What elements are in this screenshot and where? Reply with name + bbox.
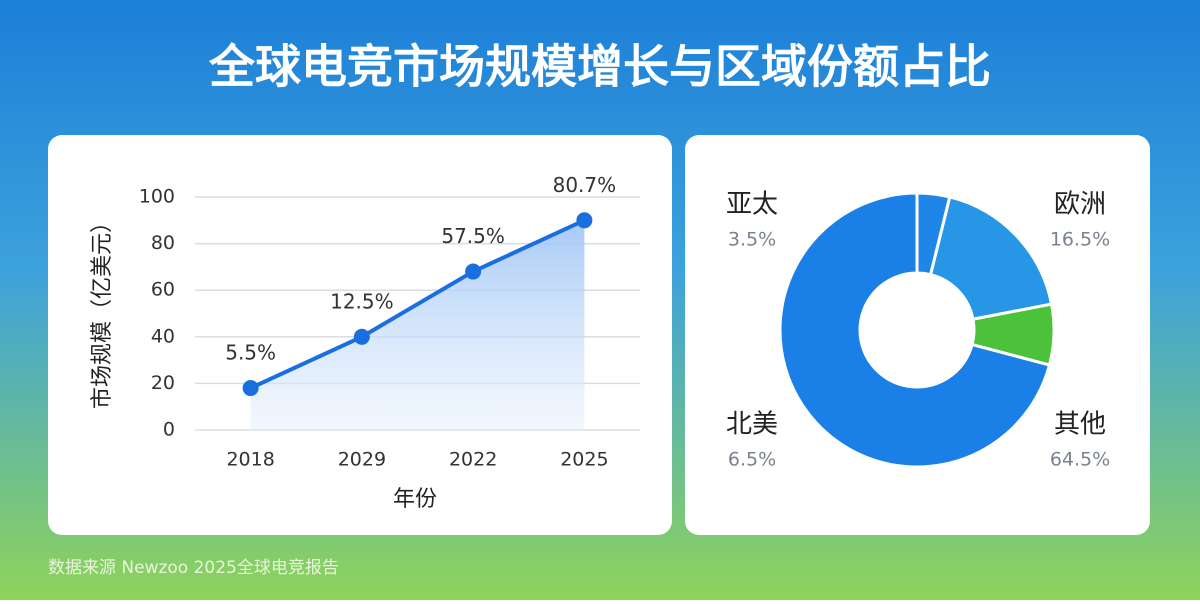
- region-value: 3.5%: [728, 229, 776, 251]
- point-label: 80.7%: [553, 173, 617, 197]
- region-label: 欧洲: [1054, 190, 1106, 220]
- y-axis-label: 市场规模（亿美元）: [90, 211, 115, 409]
- x-tick-label: 2029: [338, 449, 386, 471]
- point-label: 57.5%: [441, 224, 505, 248]
- region-label: 北美: [726, 410, 778, 440]
- donut-slice: [928, 195, 1054, 321]
- region-label: 其他: [1054, 410, 1106, 440]
- point: [465, 263, 482, 280]
- x-tick-label: 2018: [226, 449, 274, 471]
- y-tick-label: 80: [151, 232, 175, 254]
- donut-slice: [778, 191, 1052, 469]
- source-note: 数据来源 Newzoo 2025全球电竞报告: [48, 558, 339, 578]
- point: [353, 328, 370, 345]
- point: [576, 212, 593, 229]
- y-tick-label: 60: [151, 279, 175, 301]
- y-tick-label: 0: [163, 419, 175, 441]
- y-tick-label: 20: [151, 372, 175, 394]
- point-label: 5.5%: [225, 341, 276, 365]
- page-title: 全球电竞市场规模增长与区域份额占比: [208, 40, 991, 94]
- x-axis-label: 年份: [393, 487, 437, 512]
- x-tick-label: 2025: [560, 449, 608, 471]
- y-tick-label: 100: [139, 186, 175, 208]
- area: [250, 220, 585, 430]
- donut-card: [685, 135, 1150, 535]
- region-value: 16.5%: [1050, 229, 1110, 251]
- region-value: 64.5%: [1050, 449, 1110, 471]
- line: [249, 218, 586, 390]
- point-label: 12.5%: [330, 289, 394, 313]
- y-tick-label: 40: [151, 325, 175, 347]
- point: [242, 380, 259, 397]
- x-tick-label: 2022: [449, 449, 497, 471]
- region-label: 亚太: [726, 190, 778, 220]
- region-value: 6.5%: [728, 449, 776, 471]
